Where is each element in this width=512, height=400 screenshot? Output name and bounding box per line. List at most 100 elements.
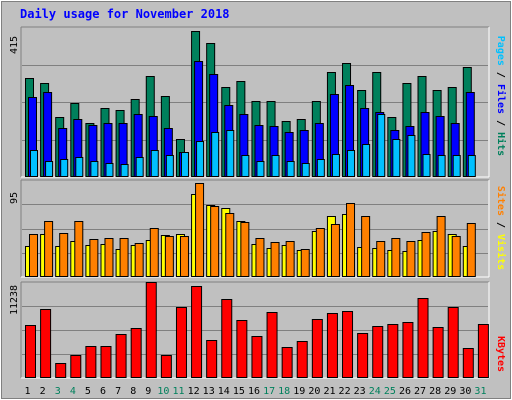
hits-panel-bar-pages-day-11 xyxy=(180,152,189,177)
day-label-16: 16 xyxy=(248,386,260,397)
kbytes-panel-bar-kbytes-day-29 xyxy=(447,307,459,378)
hits-panel-bar-pages-day-24 xyxy=(377,114,386,177)
visits-panel-bar-sites-day-11 xyxy=(179,236,189,277)
hits-panel-bar-pages-day-7 xyxy=(120,164,129,177)
visits-panel-bar-sites-day-7 xyxy=(119,238,129,277)
hits-panel-bar-pages-day-15 xyxy=(241,155,250,177)
kbytes-panel-bar-kbytes-day-22 xyxy=(342,311,354,378)
kbytes-panel-bar-kbytes-day-3 xyxy=(55,363,67,378)
kbytes-panel-bar-kbytes-day-10 xyxy=(160,355,172,378)
kbytes-panel-bar-kbytes-day-24 xyxy=(372,326,384,378)
visits-panel-bar-sites-day-17 xyxy=(270,242,280,277)
visits-panel-bar-sites-day-15 xyxy=(240,222,250,277)
day-label-29: 29 xyxy=(444,386,456,397)
day-label-14: 14 xyxy=(218,386,230,397)
kbytes-panel-bar-kbytes-day-25 xyxy=(387,324,399,378)
hits-panel-bar-pages-day-19 xyxy=(301,163,310,177)
hits-panel-bar-pages-day-1 xyxy=(30,150,38,177)
hits-panel-bar-pages-day-5 xyxy=(90,161,99,177)
visits-panel-bar-sites-day-24 xyxy=(376,241,386,277)
chart-title: Daily usage for November 2018 xyxy=(20,7,230,21)
day-label-25: 25 xyxy=(384,386,396,397)
visits-panel-bar-sites-day-20 xyxy=(315,228,325,277)
visits-panel-bar-sites-day-19 xyxy=(300,249,310,277)
visits-panel-bar-sites-day-30 xyxy=(466,223,476,277)
visits-panel-bar-sites-day-3 xyxy=(59,233,69,277)
day-label-22: 22 xyxy=(339,386,351,397)
day-label-13: 13 xyxy=(203,386,215,397)
day-label-10: 10 xyxy=(157,386,169,397)
hits-panel-bar-pages-day-30 xyxy=(467,155,476,177)
kbytes-panel-bar-kbytes-day-30 xyxy=(462,348,474,378)
day-label-26: 26 xyxy=(399,386,411,397)
hits-panel-bar-pages-day-27 xyxy=(422,154,431,177)
hits-panel-bar-pages-day-22 xyxy=(347,150,356,177)
hits-panel-bar-pages-day-18 xyxy=(286,161,295,177)
visits-panel-bar-sites-day-29 xyxy=(451,236,461,277)
day-label-21: 21 xyxy=(323,386,335,397)
visits-panel-bar-sites-day-28 xyxy=(436,216,446,277)
hits-panel-bar-pages-day-4 xyxy=(75,157,84,177)
hits-panel-bar-pages-day-26 xyxy=(407,135,416,177)
kbytes-panel-bar-kbytes-day-7 xyxy=(115,334,127,378)
day-label-7: 7 xyxy=(115,386,121,397)
hits-panel-bar-pages-day-14 xyxy=(226,130,235,177)
day-label-27: 27 xyxy=(414,386,426,397)
hits-panel-bar-pages-day-25 xyxy=(392,139,401,177)
hits-panel-ymax-label: 415 xyxy=(9,36,20,54)
kbytes-panel-bar-kbytes-day-8 xyxy=(130,328,142,378)
visits-panel-bar-sites-day-9 xyxy=(149,228,159,277)
hits-panel-bar-pages-day-10 xyxy=(165,155,174,177)
kbytes-panel-bar-kbytes-day-2 xyxy=(40,309,52,378)
day-label-20: 20 xyxy=(308,386,320,397)
day-label-4: 4 xyxy=(70,386,76,397)
day-label-31: 31 xyxy=(474,386,486,397)
visits-panel-bar-sites-day-25 xyxy=(391,238,401,277)
visits-panel-bar-sites-day-5 xyxy=(89,239,99,277)
legend-visits-sites-visits: Visits xyxy=(495,234,507,270)
hits-panel-bar-pages-day-23 xyxy=(362,144,371,177)
kbytes-panel-bar-kbytes-day-14 xyxy=(221,299,233,378)
hits-panel-bar-pages-day-17 xyxy=(271,155,280,177)
kbytes-panel-bar-kbytes-day-26 xyxy=(402,322,414,378)
day-label-6: 6 xyxy=(100,386,106,397)
day-label-15: 15 xyxy=(233,386,245,397)
visits-panel-bar-sites-day-16 xyxy=(255,238,265,277)
visits-panel-bar-sites-day-23 xyxy=(361,216,371,277)
hits-panel-bar-pages-day-16 xyxy=(256,161,265,177)
kbytes-panel-bar-kbytes-day-21 xyxy=(326,313,338,378)
visits-panel-bar-sites-day-1 xyxy=(29,234,38,277)
legend-hits-files-pages-files: Files xyxy=(495,84,507,114)
legend-hits-files-pages-pages: Pages xyxy=(495,36,506,66)
kbytes-panel-bar-kbytes-day-12 xyxy=(191,286,203,378)
visits-panel-bar-sites-day-12 xyxy=(195,183,205,277)
legend-kbytes-kbytes: KBytes xyxy=(495,336,506,372)
hits-panel-bar-pages-day-28 xyxy=(437,155,446,177)
hits-panel-bar-pages-day-2 xyxy=(45,161,54,177)
day-label-24: 24 xyxy=(369,386,381,397)
visits-panel-bar-sites-day-6 xyxy=(104,238,114,277)
legend-hits-files-pages: Pages / Files / Hits xyxy=(495,36,507,156)
visits-panel-bar-sites-day-26 xyxy=(406,241,416,277)
kbytes-panel-bar-kbytes-day-19 xyxy=(296,341,308,378)
hits-panel-bar-pages-day-13 xyxy=(211,132,220,177)
kbytes-panel-bar-kbytes-day-20 xyxy=(311,319,323,378)
visits-panel-bar-sites-day-27 xyxy=(421,232,431,277)
legend-visits-sites: Sites / Visits xyxy=(495,186,507,270)
day-label-12: 12 xyxy=(188,386,200,397)
day-label-23: 23 xyxy=(354,386,366,397)
legend-visits-sites-sep1: / xyxy=(495,216,506,234)
day-label-19: 19 xyxy=(293,386,305,397)
kbytes-panel-bar-kbytes-day-16 xyxy=(251,336,263,378)
visits-panel-ymax-label: 95 xyxy=(9,192,20,204)
legend-hits-files-pages-sep1: / xyxy=(495,66,506,84)
visits-panel-bar-sites-day-22 xyxy=(346,203,356,277)
hits-panel-bar-pages-day-12 xyxy=(196,141,205,177)
hits-panel-bar-pages-day-9 xyxy=(150,150,159,177)
kbytes-panel-bar-kbytes-day-31 xyxy=(477,324,489,378)
visits-panel-bar-sites-day-10 xyxy=(164,236,174,277)
visits-panel-bar-sites-day-8 xyxy=(134,243,144,277)
day-label-2: 2 xyxy=(40,386,46,397)
